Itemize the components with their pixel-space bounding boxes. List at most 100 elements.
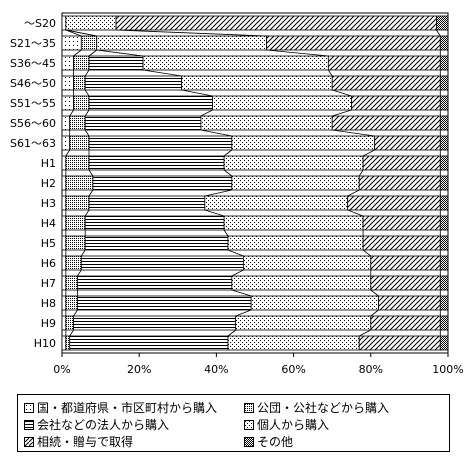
category-label: H7 bbox=[41, 277, 56, 290]
bar-segment bbox=[362, 155, 441, 171]
series-connector bbox=[80, 249, 86, 257]
bar-segment bbox=[80, 255, 244, 271]
x-tick-label: 60% bbox=[281, 363, 305, 376]
bar-segment bbox=[65, 335, 71, 351]
stacked-bar-chart: ～S20 S21～35 S36～45 S46～50 S51～55 S56～60 S61～63… bbox=[10, 12, 464, 376]
bar-segment bbox=[227, 235, 364, 251]
bar-segment bbox=[84, 115, 202, 131]
category-label: H1 bbox=[41, 157, 56, 170]
series-connector bbox=[332, 109, 352, 117]
series-connector bbox=[328, 69, 333, 77]
bar-segment bbox=[61, 115, 71, 131]
series-connector bbox=[65, 29, 82, 37]
bar-segment bbox=[266, 35, 441, 51]
legend-label-government: 国・都道府県・市区町村から購入 bbox=[37, 401, 218, 415]
series-connector bbox=[227, 329, 236, 337]
bar-segment bbox=[96, 35, 267, 51]
bar-segment bbox=[61, 75, 74, 91]
bar-segment bbox=[227, 335, 360, 351]
series-connector bbox=[332, 129, 375, 137]
bar-segment bbox=[358, 335, 441, 351]
bar-segment bbox=[327, 55, 441, 71]
bar-segment bbox=[231, 275, 372, 291]
bar-segment bbox=[439, 175, 449, 191]
bar-segment bbox=[439, 335, 449, 351]
bar-segment bbox=[65, 195, 90, 211]
bar-segment bbox=[439, 255, 449, 271]
bar-segment bbox=[61, 255, 67, 271]
series-connector bbox=[223, 149, 233, 157]
legend-label-individual: 個人から購入 bbox=[257, 418, 330, 432]
bar-segment bbox=[65, 175, 94, 191]
legend-swatch-government bbox=[24, 402, 34, 413]
series-connector bbox=[332, 89, 352, 97]
bar-segment bbox=[61, 55, 74, 71]
bar-segment bbox=[439, 35, 449, 51]
bar-segment bbox=[69, 115, 86, 131]
category-label: S61～63 bbox=[10, 137, 56, 150]
legend-label-inheritance: 相続・贈与で取得 bbox=[37, 435, 134, 449]
bar-segment bbox=[88, 135, 233, 151]
bar-segment bbox=[77, 275, 233, 291]
bar-segment bbox=[370, 315, 441, 331]
series-connector bbox=[231, 269, 244, 277]
series-connector bbox=[200, 109, 213, 117]
series-connector bbox=[73, 49, 82, 57]
bar-segment bbox=[88, 55, 144, 71]
legend-swatch-individual bbox=[244, 419, 254, 430]
category-label: H10 bbox=[34, 337, 56, 350]
legend-swatch-inheritance bbox=[24, 436, 34, 447]
bar-segment bbox=[347, 195, 441, 211]
bar-segment bbox=[61, 295, 67, 311]
series-connector bbox=[204, 209, 225, 217]
series-connector bbox=[73, 309, 78, 317]
bar-segment bbox=[439, 55, 449, 71]
bar-segment bbox=[61, 315, 67, 331]
category-label: S21～35 bbox=[10, 37, 56, 50]
category-label: H2 bbox=[41, 177, 56, 190]
bar-segment bbox=[231, 135, 376, 151]
legend-swatch-public-corp bbox=[244, 402, 254, 413]
category-label: H8 bbox=[41, 297, 56, 310]
bar-segment bbox=[181, 75, 333, 91]
series-connector bbox=[96, 49, 144, 57]
legend-label-public-corp: 公団・公社などから購入 bbox=[257, 401, 390, 415]
bar-segment bbox=[61, 235, 67, 251]
bar-segment bbox=[235, 315, 372, 331]
legend-item-inheritance: 相続・贈与で取得 bbox=[24, 433, 133, 450]
series-connector bbox=[223, 169, 233, 177]
bar-segment bbox=[61, 335, 67, 351]
bar-segment bbox=[351, 95, 441, 111]
x-tick-label: 40% bbox=[204, 363, 228, 376]
bar-segment bbox=[73, 75, 86, 91]
bar-segment bbox=[73, 95, 90, 111]
series-connector bbox=[84, 89, 90, 97]
series-connector bbox=[69, 109, 74, 117]
series-connector bbox=[204, 189, 232, 197]
bar-segment bbox=[370, 255, 441, 271]
bar-segment bbox=[358, 175, 441, 191]
bar-segment bbox=[212, 95, 352, 111]
bar-segment bbox=[439, 155, 449, 171]
bar-segment bbox=[243, 255, 372, 271]
series-connector bbox=[84, 69, 90, 77]
legend-swatch-company bbox=[24, 419, 34, 430]
bar-segment bbox=[80, 35, 98, 51]
series-connector bbox=[142, 69, 182, 77]
series-connector bbox=[235, 309, 252, 317]
bar-segment bbox=[331, 115, 441, 131]
series-connector bbox=[181, 89, 213, 97]
legend-swatch-other bbox=[244, 436, 254, 447]
bar-segment bbox=[439, 315, 449, 331]
series-connector bbox=[69, 329, 74, 337]
series-connector bbox=[227, 249, 244, 257]
bar-segment bbox=[250, 295, 379, 311]
series-connector bbox=[359, 329, 371, 337]
bar-segment bbox=[65, 275, 78, 291]
category-label: H5 bbox=[41, 237, 56, 250]
bar-segment bbox=[61, 275, 67, 291]
series-connector bbox=[231, 289, 252, 297]
bar-segment bbox=[84, 75, 183, 91]
bar-segment bbox=[61, 175, 67, 191]
series-connector bbox=[362, 249, 372, 257]
